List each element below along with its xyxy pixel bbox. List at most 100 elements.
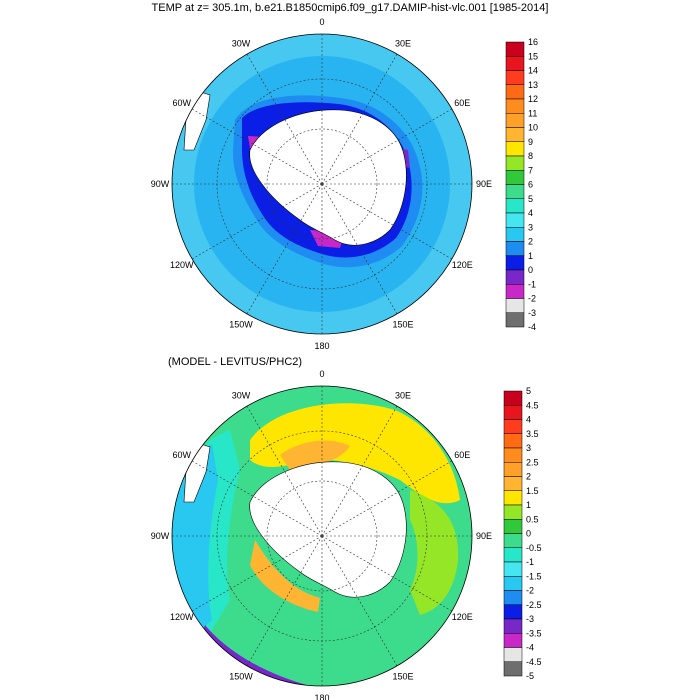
bottom-colorbar-swatch xyxy=(503,390,523,406)
top-colorbar-label: 0 xyxy=(528,265,533,275)
bottom-colorbar-swatch xyxy=(503,519,523,534)
top-meridian xyxy=(246,183,323,315)
top-map-title: TEMP at z= 305.1m, b.e21.B1850cmip6.f09_… xyxy=(151,2,549,14)
bottom-meridian xyxy=(321,405,398,537)
bottom-colorbar-label: 3 xyxy=(526,443,531,453)
bottom-lon-label: 0 xyxy=(319,369,324,379)
bottom-colorbar-swatch xyxy=(503,547,523,563)
bottom-colorbar-label: 4 xyxy=(526,415,531,425)
bottom-map-border xyxy=(171,385,473,687)
top-colorbar-label: 7 xyxy=(528,165,533,175)
top-colorbar-swatch xyxy=(505,113,525,128)
bottom-colorbar-swatch xyxy=(503,462,523,477)
bottom-meridians xyxy=(172,386,472,686)
bottom-meridian xyxy=(321,535,398,667)
top-colorbar-label: 10 xyxy=(528,123,538,133)
bottom-meridian xyxy=(321,460,453,537)
top-colorbar-swatch xyxy=(505,141,525,157)
top-lon-label: 120W xyxy=(170,260,194,270)
top-colorbar-label: -1 xyxy=(528,279,536,289)
bottom-lon-label: 120W xyxy=(170,612,194,622)
bottom-colorbar-label: 0 xyxy=(526,529,531,539)
bottom-lon-label: 150W xyxy=(229,671,253,681)
top-colorbar-label: 2 xyxy=(528,237,533,247)
top-colorbar-label: -4 xyxy=(528,322,536,332)
top-meridian xyxy=(191,108,323,185)
bottom-colorbar-swatch xyxy=(503,618,523,634)
top-lon-label: 0 xyxy=(319,17,324,27)
top-colorbar-label: 3 xyxy=(528,222,533,232)
top-meridian xyxy=(191,183,323,260)
top-colorbar-swatch xyxy=(505,98,525,114)
top-lon-label: 180 xyxy=(314,341,329,351)
bottom-colorbar-label: -3 xyxy=(526,614,534,624)
bottom-meridian xyxy=(321,535,453,612)
bottom-colorbar-swatch xyxy=(503,490,523,506)
top-meridian xyxy=(321,183,453,260)
bottom-colorbar-label: -0.5 xyxy=(526,543,542,553)
top-colorbar-label: 16 xyxy=(528,37,538,47)
bottom-colorbar-label: -1.5 xyxy=(526,571,542,581)
bottom-lon-label: 60E xyxy=(454,450,470,460)
top-lon-label: 30W xyxy=(232,39,251,49)
bottom-colorbar-label: 1 xyxy=(526,500,531,510)
bottom-colorbar-swatch xyxy=(503,419,523,434)
bottom-lon-label: 30E xyxy=(395,391,411,401)
bottom-warm-patch xyxy=(280,440,350,470)
bottom-colorbar-label: -4.5 xyxy=(526,657,542,667)
top-colorbar-swatch xyxy=(505,84,525,100)
bottom-colorbar-label: -1 xyxy=(526,557,534,567)
top-colorbar-label: 4 xyxy=(528,208,533,218)
bottom-coastal-warm xyxy=(250,540,320,612)
bottom-east-warm-band xyxy=(410,490,459,615)
top-meridian xyxy=(321,183,398,315)
bottom-colorbar-swatch xyxy=(503,561,523,577)
bottom-colorbar-swatch xyxy=(503,476,523,491)
top-meridian xyxy=(246,53,323,185)
top-longitude-labels: 0 30E 60E 90E 120E 150E 180 150W 120W 90W 60W 30W xyxy=(151,17,492,351)
top-colorbar-swatch xyxy=(505,70,525,85)
bottom-colorbar-swatch xyxy=(503,447,523,463)
top-colorbar-swatch xyxy=(505,184,525,199)
top-colorbar-label: 6 xyxy=(528,180,533,190)
top-colorbar-label: 8 xyxy=(528,151,533,161)
bottom-colorbar-swatch xyxy=(503,433,523,449)
bottom-western-cold-edge xyxy=(172,444,218,640)
bottom-colorbar-swatch xyxy=(503,533,523,548)
top-colorbar-swatch xyxy=(505,155,525,171)
top-lon-label: 120E xyxy=(452,260,473,270)
bottom-colorbar-swatch xyxy=(503,604,523,620)
top-colorbar-swatch xyxy=(505,41,525,57)
bottom-colorbar-swatch xyxy=(503,590,523,605)
bottom-colorbar-label: -2 xyxy=(526,586,534,596)
top-colorbar-label: 14 xyxy=(528,66,538,76)
top-colorbar-swatch xyxy=(505,255,525,271)
top-colorbar-swatch xyxy=(505,56,525,71)
top-lon-label: 90W xyxy=(151,179,170,189)
top-lon-label: 150E xyxy=(392,319,413,329)
bottom-lon-label: 180 xyxy=(314,693,329,700)
bottom-colorbar-label: 3.5 xyxy=(526,429,539,439)
bottom-north-warm-band xyxy=(250,403,460,504)
top-colorbar-label: 12 xyxy=(528,94,538,104)
top-meridians xyxy=(172,34,472,334)
bottom-lon-label: 90W xyxy=(151,531,170,541)
top-map: 0 30E 60E 90E 120E 150E 180 150W 120W 90W 60W 30W xyxy=(151,17,492,351)
top-meridian xyxy=(321,108,453,185)
top-lon-label: 60W xyxy=(172,98,191,108)
top-colorbar-label: -2 xyxy=(528,294,536,304)
top-colorbar-swatch xyxy=(505,312,525,328)
top-colorbar-swatch xyxy=(505,212,525,228)
bottom-colorbar-swatch xyxy=(503,504,523,520)
bottom-colorbar-label: -4 xyxy=(526,643,534,653)
bottom-meridian xyxy=(191,535,323,612)
bottom-lon-label: 120E xyxy=(452,612,473,622)
top-colorbar-label: 11 xyxy=(528,108,537,118)
top-lon-label: 150W xyxy=(229,319,253,329)
bottom-meridian xyxy=(246,405,323,537)
top-colorbar-swatch xyxy=(505,241,525,256)
bottom-colorbar-label: 2 xyxy=(526,472,531,482)
bottom-colorbar-label: 4.5 xyxy=(526,400,539,410)
top-lon-label: 30E xyxy=(395,39,411,49)
